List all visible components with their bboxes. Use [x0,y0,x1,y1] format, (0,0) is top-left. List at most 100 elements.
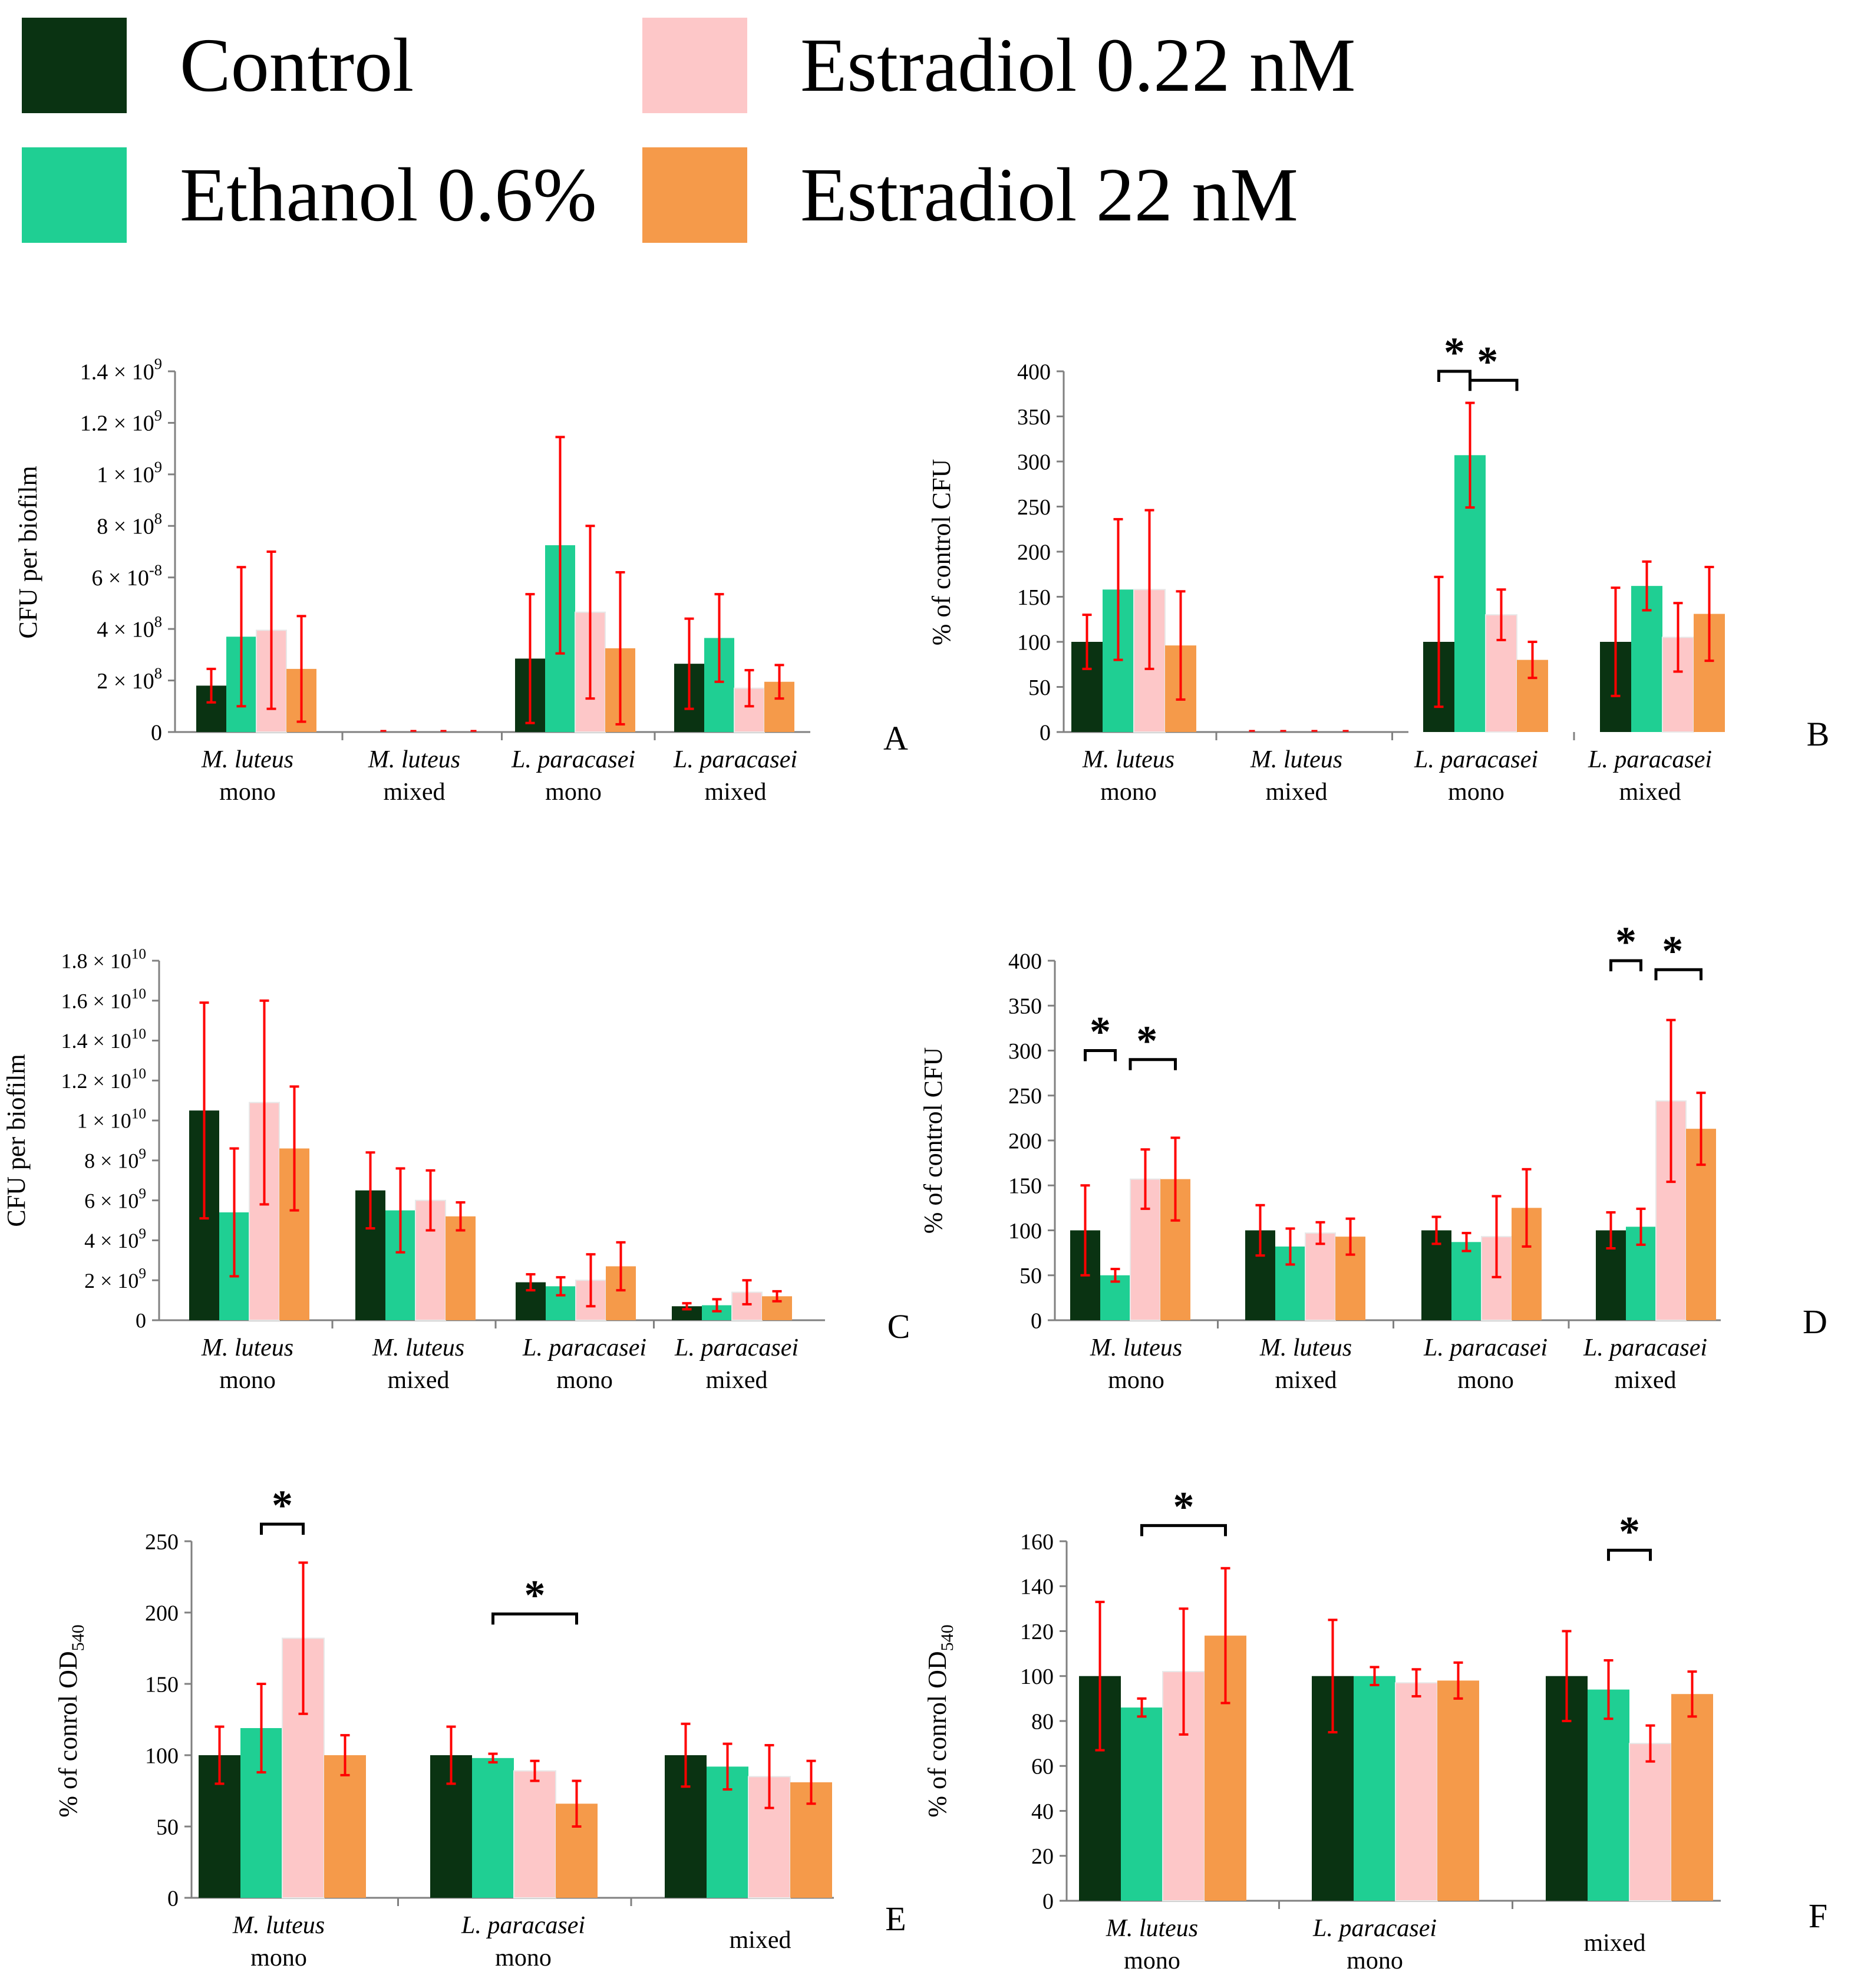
chart-a-category-label: M. luteus [368,746,460,773]
chart-c-ytick-label: 1 × 1010 [77,1106,147,1133]
chart-c-ytick-label: 8 × 109 [84,1146,146,1172]
chart-c-bar [672,1306,702,1320]
chart-c-category-label: M. luteus [201,1334,293,1361]
chart-b-category-sublabel: mono [1448,779,1504,806]
chart-e-category-label: L. paracasei [461,1912,585,1939]
chart-f-ytick-label: 120 [1020,1620,1054,1644]
chart-f-category-sublabel: mono [1347,1947,1403,1974]
chart-b-ytick-label: 50 [1028,675,1051,700]
chart-f-ytick-label: 140 [1020,1575,1054,1600]
chart-a-ytick-label: 1.4 × 109 [80,355,162,384]
chart-d-category-sublabel: mixed [1615,1367,1677,1394]
chart-f-ytick-label: 160 [1020,1529,1054,1554]
chart-d-bar [1451,1242,1482,1320]
legend: Control Ethanol 0.6% Estradiol 0.22 nM E… [0,0,1851,253]
chart-c: 0 2 × 109 4 × 109 6 × 109 8 × 109 1 × 1010 1.2… [2,946,910,1394]
chart-c-ytick-exponent: 10 [131,946,146,962]
chart-e-category-label: mixed [730,1927,791,1954]
chart-c-category-sublabel: mono [219,1367,276,1394]
chart-d-significance-bracket [1654,968,1702,981]
chart-b: 0 50 100 150 200 250 300 350 400 M. luteus mono M. … [927,329,1829,806]
chart-f-category-label: mixed [1584,1930,1646,1957]
chart-d-category-label: M. luteus [1090,1334,1182,1361]
chart-b-ytick-label: 100 [1017,630,1051,655]
chart-f-significance-star: * [1173,1483,1195,1530]
chart-f-ytick-label: 100 [1020,1664,1054,1689]
chart-b-category-label: L. paracasei [1414,746,1538,773]
chart-d-significance-star: * [1090,1008,1111,1056]
chart-f-ylabel: % of conrol OD540 [923,1624,957,1817]
chart-f-ytick-label: 0 [1042,1889,1054,1914]
chart-a-ytick-exponent: -8 [149,561,162,579]
chart-e-significance-star: * [272,1482,293,1529]
chart-a-category-label: L. paracasei [511,746,635,773]
chart-b-ytick-label: 300 [1017,450,1051,474]
chart-e-panel-label: E [885,1900,906,1938]
chart-d-category-label: L. paracasei [1423,1334,1548,1361]
chart-c-ytick-label: 4 × 109 [84,1226,146,1252]
chart-c-ytick-label: 2 × 109 [84,1266,146,1293]
chart-f-bar [1395,1682,1438,1901]
chart-f-bar [1121,1707,1163,1901]
chart-c-ytick-label: 0 [136,1309,146,1333]
chart-e-ytick-label: 50 [156,1815,179,1839]
chart-e-ytick-label: 0 [167,1886,179,1911]
chart-b-ytick-label: 200 [1017,540,1051,565]
chart-b-significance-star: * [1444,329,1465,376]
chart-c-category-label: L. paracasei [522,1334,646,1361]
chart-a-panel-label: A [883,719,908,757]
chart-a-ylabel: CFU per biofilm [14,466,42,638]
chart-b-significance-bracket [1437,370,1471,382]
chart-c-ytick-exponent: 9 [138,1186,146,1202]
chart-f-category-label: M. luteus [1106,1915,1198,1942]
chart-d-bar [1100,1275,1130,1320]
chart-f-significance-bracket [1607,1548,1652,1561]
chart-a-ytick-exponent: 9 [154,407,162,424]
legend-item-ethanol: Ethanol 0.6% [22,147,597,243]
chart-d-panel-label: D [1803,1303,1827,1341]
chart-d-ylabel: % of control CFU [919,1047,948,1234]
chart-d-bar [1421,1230,1451,1320]
chart-d-significance-bracket [1129,1058,1177,1070]
chart-a-ytick-exponent: 8 [154,612,162,630]
chart-b-category-label: L. paracasei [1588,746,1712,773]
chart-c-ytick-exponent: 9 [138,1226,146,1242]
chart-c-category-sublabel: mixed [706,1367,768,1394]
chart-c-ytick-label: 1.2 × 1010 [61,1066,147,1093]
chart-f-significance-bracket [1140,1524,1227,1537]
chart-a-category-sublabel: mixed [384,779,446,806]
chart-d-category-sublabel: mixed [1275,1367,1337,1394]
chart-c-ytick-label: 1.6 × 1010 [61,986,147,1013]
legend-label-estradiol-low: Estradiol 0.22 nM [800,23,1356,108]
chart-e-ytick-label: 200 [145,1601,179,1626]
chart-a-ytick-label: 2 × 108 [97,664,162,694]
legend-item-control: Control [22,18,414,113]
legend-swatch-estradiol-high [642,147,747,243]
chart-c-ytick-exponent: 10 [131,1026,146,1042]
chart-a-category-sublabel: mono [219,779,276,806]
chart-c-ytick-exponent: 9 [138,1146,146,1162]
chart-a-ytick-label: 0 [151,720,162,745]
chart-d: 0 50 100 150 200 250 300 350 400 M. luteus mono M. … [919,918,1827,1394]
chart-f-bar [1354,1676,1395,1901]
chart-d-significance-star: * [1662,927,1683,974]
chart-b-ytick-label: 150 [1017,585,1051,610]
chart-b-category-label: M. luteus [1082,746,1174,773]
chart-a-category-sublabel: mixed [705,779,767,806]
chart-f-ytick-label: 40 [1031,1799,1054,1824]
chart-a-ytick-exponent: 9 [154,355,162,372]
chart-d-ytick-label: 50 [1019,1264,1042,1288]
chart-a-ytick-exponent: 9 [154,458,162,476]
chart-e-significance-star: * [524,1571,546,1618]
chart-c-bar [446,1216,476,1320]
chart-d-ytick-label: 150 [1008,1174,1042,1199]
chart-e-category-sublabel: mono [250,1944,307,1971]
chart-e-bar [513,1770,556,1899]
chart-d-category-sublabel: mono [1108,1367,1164,1394]
chart-e: 0 50 100 150 200 250 M. luteus mono L. paracasei… [54,1482,906,1971]
chart-a: 0 2 × 108 4 × 108 6 × 10-8 8 × 108 1 × 109 1.2… [14,355,908,806]
chart-e-category-sublabel: mono [495,1944,552,1971]
chart-e-category-label: M. luteus [232,1912,325,1939]
chart-f-ytick-label: 20 [1031,1844,1054,1869]
